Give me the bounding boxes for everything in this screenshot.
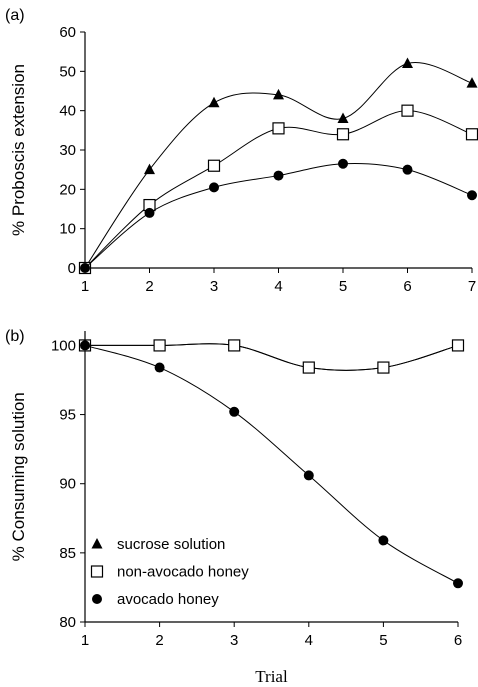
data-point xyxy=(229,406,240,417)
data-point xyxy=(338,158,348,169)
data-point xyxy=(80,340,90,351)
y-axis-label: % Proboscis extension xyxy=(9,64,28,236)
series-nonavocado xyxy=(78,339,465,374)
y-tick-label: 95 xyxy=(59,407,76,424)
series-line xyxy=(84,343,459,371)
series-avocado xyxy=(80,158,477,273)
data-point xyxy=(453,578,463,589)
y-tick-label: 20 xyxy=(59,181,76,198)
data-point xyxy=(401,104,414,117)
y-tick-label: 0 xyxy=(68,260,76,277)
data-point xyxy=(208,96,220,108)
legend-label: sucrose solution xyxy=(117,536,225,553)
data-point xyxy=(337,112,349,124)
x-tick-label: 3 xyxy=(210,278,218,295)
y-tick-label: 80 xyxy=(59,614,76,631)
data-point xyxy=(273,170,284,181)
series-avocado xyxy=(80,340,463,589)
data-point xyxy=(207,159,221,172)
data-point xyxy=(465,128,478,141)
x-tick-label: 1 xyxy=(81,278,89,295)
panel-b-chart: 80 85 90 95 100 1 2 3 4 5 6 (b) % Consuming solution… xyxy=(5,328,465,686)
series-nonavocado xyxy=(78,104,478,275)
x-tick-label: 7 xyxy=(468,278,476,295)
data-point xyxy=(466,77,478,88)
panel-label: (b) xyxy=(5,328,25,345)
data-point xyxy=(302,361,315,374)
y-tick-label: 60 xyxy=(59,24,76,41)
data-point xyxy=(451,339,465,352)
legend: sucrose solution non-avocado honey avocado… xyxy=(90,536,249,608)
y-axis-label: % Consuming solution xyxy=(9,392,28,561)
y-tick-label: 30 xyxy=(59,142,76,159)
data-point xyxy=(402,57,413,68)
x-tick-label: 2 xyxy=(155,632,163,649)
data-point xyxy=(228,339,241,352)
series-line xyxy=(84,343,459,371)
x-tick-label: 6 xyxy=(403,278,411,295)
x-tick-label: 4 xyxy=(305,632,313,649)
legend-marker xyxy=(90,565,104,578)
axes: 0 10 20 30 40 50 60 1 2 3 4 5 6 7 xyxy=(59,24,476,295)
x-tick-label: 4 xyxy=(274,278,282,295)
panel-label: (a) xyxy=(5,7,25,24)
data-point xyxy=(336,128,350,141)
x-tick-label: 6 xyxy=(454,632,462,649)
y-tick-label: 90 xyxy=(59,476,76,493)
x-tick-label: 5 xyxy=(379,632,387,649)
data-point xyxy=(144,207,155,218)
series-sucrose xyxy=(79,339,464,373)
x-tick-label: 2 xyxy=(145,278,153,295)
y-tick-label: 100 xyxy=(51,337,76,354)
y-tick-label: 40 xyxy=(59,103,76,120)
legend-marker xyxy=(92,594,102,604)
data-point xyxy=(273,88,284,100)
data-point xyxy=(377,361,390,374)
x-tick-label: 3 xyxy=(230,632,238,649)
data-point xyxy=(303,470,314,481)
data-point xyxy=(378,535,389,546)
data-point xyxy=(144,163,155,175)
data-point xyxy=(154,362,165,373)
series-sucrose xyxy=(79,57,478,273)
legend-marker xyxy=(91,538,103,549)
x-axis-label: Trial xyxy=(255,667,288,686)
x-tick-label: 5 xyxy=(339,278,347,295)
y-tick-label: 85 xyxy=(59,545,76,562)
x-tick-label: 1 xyxy=(81,632,89,649)
data-point xyxy=(402,164,413,175)
legend-label: non-avocado honey xyxy=(117,564,249,581)
data-point xyxy=(209,182,219,193)
data-point xyxy=(153,339,166,352)
axes: 80 85 90 95 100 1 2 3 4 5 6 xyxy=(51,331,462,649)
data-point xyxy=(272,122,285,135)
data-point xyxy=(80,263,90,273)
panel-a-chart: 0 10 20 30 40 50 60 1 2 3 4 5 6 7 (a) % Proboscis exten… xyxy=(5,7,478,295)
legend-label: avocado honey xyxy=(117,591,219,608)
y-tick-label: 10 xyxy=(59,221,76,238)
data-point xyxy=(467,190,477,201)
y-tick-label: 50 xyxy=(59,63,76,80)
